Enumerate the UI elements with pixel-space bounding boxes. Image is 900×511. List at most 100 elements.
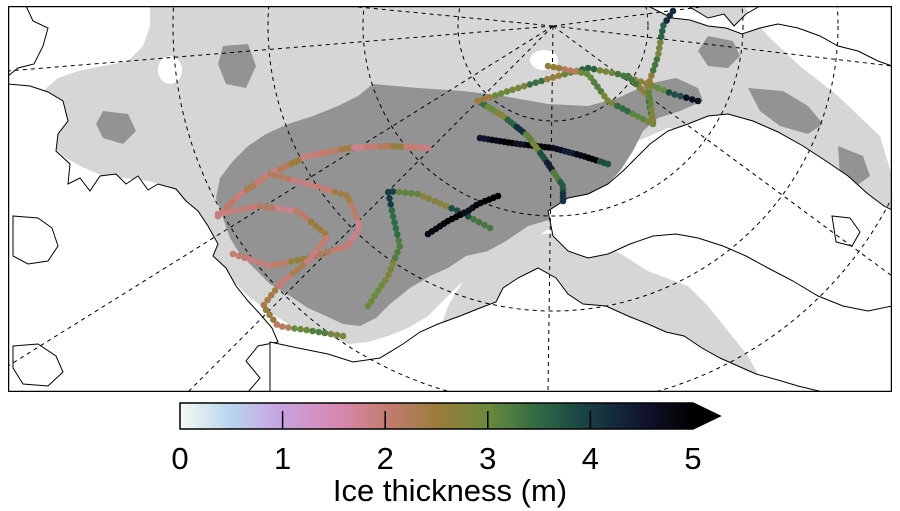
thickness-point <box>474 97 482 105</box>
thickness-point <box>658 27 666 35</box>
thickness-point <box>317 226 324 234</box>
thickness-point <box>663 17 670 24</box>
thickness-point <box>271 287 279 294</box>
land-siberia-south <box>269 267 824 392</box>
thickness-point <box>308 181 315 189</box>
thickness-point <box>677 92 684 100</box>
thickness-point <box>648 112 656 119</box>
thickness-point <box>604 97 611 104</box>
thickness-point <box>263 203 270 211</box>
thickness-point <box>276 260 284 268</box>
thickness-point <box>515 84 522 92</box>
thickness-point <box>307 253 315 261</box>
thickness-point <box>339 332 347 340</box>
thickness-point <box>355 219 363 226</box>
meridian <box>187 25 554 392</box>
thickness-point <box>666 12 674 20</box>
thickness-point <box>649 67 657 74</box>
meridian <box>8 25 554 72</box>
thickness-point <box>526 81 534 88</box>
thickness-point <box>656 44 663 52</box>
thickness-point <box>486 94 493 101</box>
colorbar-outline <box>179 402 722 430</box>
thickness-point <box>653 56 661 63</box>
thickness-point <box>264 262 272 269</box>
thickness-point <box>614 102 621 110</box>
thickness-point <box>226 208 234 215</box>
thickness-point <box>317 250 325 258</box>
multiyear-ice-patch-west <box>96 111 136 144</box>
thickness-point <box>387 201 395 208</box>
thickness-point <box>275 282 283 289</box>
colorbar-tick-label: 1 <box>274 441 291 476</box>
thickness-point <box>391 219 398 226</box>
thickness-point <box>303 214 310 222</box>
thickness-point <box>578 69 585 76</box>
thickness-point <box>431 197 438 205</box>
thickness-point <box>395 188 403 196</box>
thickness-point <box>651 61 659 69</box>
coastline <box>8 6 892 392</box>
thickness-point <box>648 72 655 79</box>
thickness-point <box>262 306 270 314</box>
multiyear-ice-patch-north <box>218 44 256 88</box>
thickness-point <box>258 260 266 267</box>
thickness-point <box>321 329 329 337</box>
thickness-point <box>335 245 343 253</box>
thickness-point <box>632 80 640 88</box>
thickness-point <box>273 321 281 328</box>
thickness-point <box>389 188 397 195</box>
thickness-point <box>494 192 502 200</box>
thickness-point <box>669 7 677 15</box>
thickness-point <box>619 105 626 112</box>
thickness-point <box>278 173 286 181</box>
thickness-point <box>597 88 605 95</box>
thickness-point <box>235 252 243 260</box>
thickness-point <box>649 117 657 125</box>
meridian <box>552 6 709 27</box>
thickness-point <box>247 256 254 263</box>
colorbar-ticks: 0 1 2 3 4 5 <box>171 411 702 476</box>
thickness-point <box>270 261 278 269</box>
thickness-point <box>229 250 237 258</box>
thickness-point <box>544 75 551 83</box>
thickness-point <box>364 302 372 310</box>
thickness-point <box>284 175 292 182</box>
thickness-point <box>375 287 382 294</box>
thickness-point <box>609 100 616 107</box>
thickness-point <box>368 297 375 305</box>
colorbar-tick-label: 0 <box>171 441 188 476</box>
thickness-point <box>634 113 641 120</box>
thickness-point <box>312 222 320 230</box>
thickness-point <box>644 83 652 90</box>
thickness-point <box>395 237 403 244</box>
thickness-point <box>401 189 409 196</box>
land-russia-east <box>547 113 892 312</box>
thickness-point <box>302 180 309 187</box>
thickness-point <box>352 230 359 237</box>
colorbar-tick-label: 4 <box>582 441 599 476</box>
thickness-point <box>385 271 392 279</box>
latitude-circle-outermost <box>172 6 892 392</box>
thickness-point <box>232 207 240 214</box>
thickness-point <box>497 90 505 97</box>
thickness-point <box>645 89 653 96</box>
thickness-point <box>671 91 678 98</box>
thickness-point <box>353 213 360 221</box>
land-alaska-northeast <box>647 6 892 67</box>
thickness-point <box>596 67 604 74</box>
thickness-point <box>291 325 298 332</box>
thickness-point <box>238 205 246 213</box>
thickness-point <box>647 100 654 108</box>
land-small-island-east <box>831 215 861 247</box>
thickness-point <box>646 77 653 85</box>
thickness-point <box>436 200 444 207</box>
thickness-point <box>315 244 323 251</box>
thickness-point <box>520 82 528 90</box>
thickness-point <box>486 224 494 232</box>
thickness-point <box>346 196 353 204</box>
thickness-point <box>624 72 632 80</box>
thickness-point <box>624 107 631 115</box>
thickness-point <box>442 202 450 210</box>
meridian <box>552 25 892 67</box>
